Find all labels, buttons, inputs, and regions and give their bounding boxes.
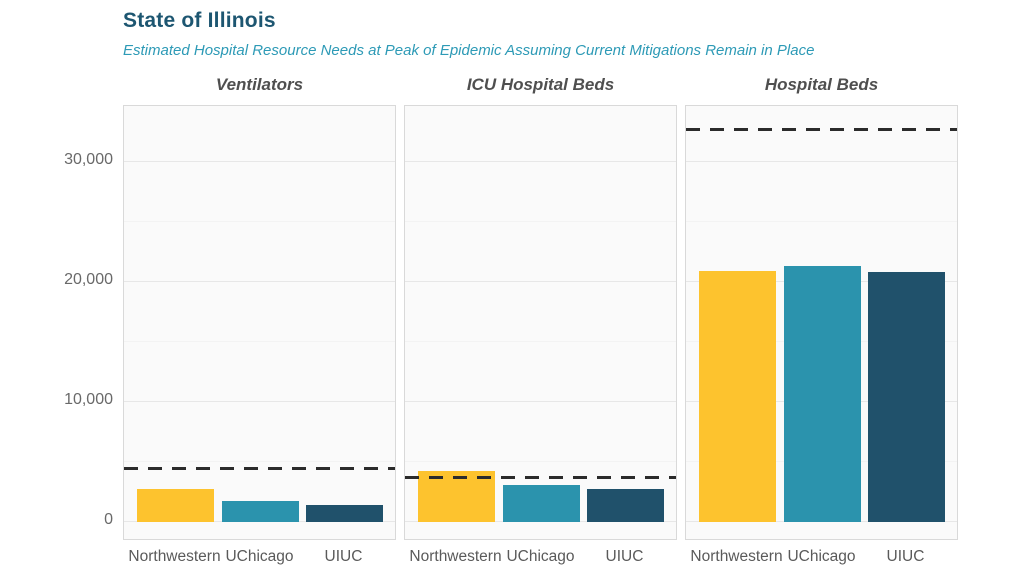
x-category-label: UChicago <box>506 548 575 565</box>
minor-gridline <box>124 221 395 222</box>
x-category-label: UChicago <box>225 548 294 565</box>
major-gridline <box>124 281 395 282</box>
capacity-dashed-line <box>405 476 676 479</box>
y-axis-tick-label: 20,000 <box>64 271 113 288</box>
bar-uchicago <box>784 266 861 522</box>
capacity-dashed-line <box>686 128 957 131</box>
panel-title: Ventilators <box>215 75 304 94</box>
chart-panel <box>404 105 677 540</box>
minor-gridline <box>686 221 957 222</box>
panel-title: Hospital Beds <box>764 75 879 94</box>
minor-gridline <box>124 461 395 462</box>
y-axis-tick-label: 10,000 <box>64 391 113 408</box>
page-subtitle: Estimated Hospital Resource Needs at Pea… <box>123 42 815 59</box>
minor-gridline <box>405 461 676 462</box>
x-category-label: Northwestern <box>690 548 783 565</box>
bar-uiuc <box>587 489 664 522</box>
bar-uchicago <box>222 501 299 522</box>
bar-northwestern <box>418 471 495 522</box>
x-category-label: UChicago <box>787 548 856 565</box>
chart-panel <box>685 105 958 540</box>
major-gridline <box>124 401 395 402</box>
x-category-label: UIUC <box>886 548 925 565</box>
capacity-dashed-line <box>124 467 395 470</box>
x-category-label: UIUC <box>605 548 644 565</box>
chart-panel <box>123 105 396 540</box>
x-category-label: Northwestern <box>409 548 502 565</box>
bar-uchicago <box>503 485 580 522</box>
minor-gridline <box>405 221 676 222</box>
y-axis-tick-label: 0 <box>104 511 113 528</box>
bar-uiuc <box>868 272 945 522</box>
major-gridline <box>405 281 676 282</box>
minor-gridline <box>405 341 676 342</box>
minor-gridline <box>124 341 395 342</box>
bar-northwestern <box>137 489 214 522</box>
x-category-label: UIUC <box>324 548 363 565</box>
x-category-label: Northwestern <box>128 548 221 565</box>
panel-title: ICU Hospital Beds <box>466 75 615 94</box>
major-gridline <box>405 161 676 162</box>
major-gridline <box>686 161 957 162</box>
major-gridline <box>124 161 395 162</box>
major-gridline <box>405 401 676 402</box>
y-axis-tick-label: 30,000 <box>64 151 113 168</box>
bar-northwestern <box>699 271 776 522</box>
bar-uiuc <box>306 505 383 522</box>
page-title: State of Illinois <box>123 9 276 32</box>
